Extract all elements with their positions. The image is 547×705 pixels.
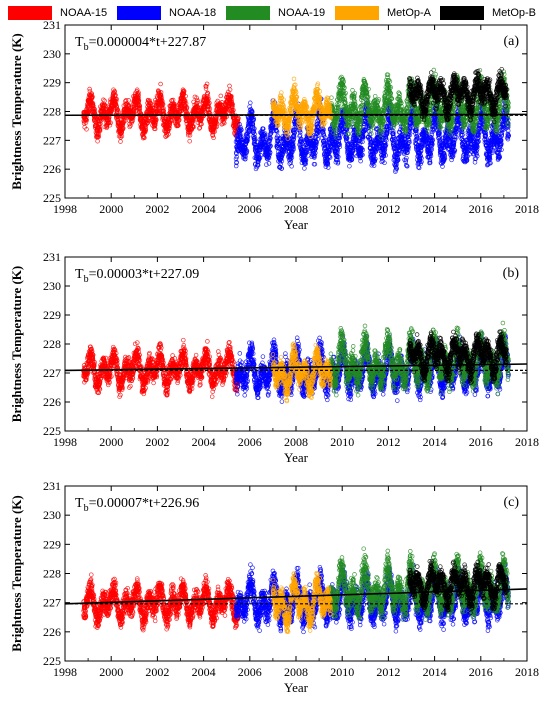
- data-point: [106, 116, 112, 122]
- legend-label-noaa15: NOAA-15: [60, 5, 107, 21]
- data-point: [128, 123, 133, 128]
- data-point: [95, 138, 100, 144]
- data-point: [289, 164, 294, 169]
- data-point: [83, 117, 89, 122]
- data-point: [84, 117, 90, 123]
- chart-panel-1: 1998 2000 2002 2004 2006 2008 2010 2012 2014 2016…: [9, 18, 539, 232]
- data-point: [98, 121, 103, 127]
- data-point: [90, 94, 95, 99]
- data-point: [119, 133, 125, 139]
- data-point: [248, 100, 253, 106]
- data-point: [227, 83, 232, 89]
- data-point: [347, 163, 352, 169]
- legend-swatch-noaa18: [117, 6, 161, 20]
- legend-swatch-noaa15: [8, 6, 52, 20]
- data-point: [84, 127, 89, 132]
- legend-label-metopb: MetOp-B: [492, 5, 536, 21]
- data-point: [114, 96, 119, 102]
- data-point: [90, 101, 96, 106]
- data-point: [96, 134, 102, 139]
- data-point: [113, 98, 119, 104]
- data-point: [302, 166, 307, 171]
- data-point: [187, 138, 192, 144]
- data-point: [120, 125, 125, 130]
- data-point: [97, 126, 103, 132]
- legend-swatch-metopb: [440, 6, 484, 20]
- data-point: [115, 107, 120, 112]
- data-point: [87, 86, 92, 92]
- data-point: [158, 81, 163, 87]
- data-point: [121, 126, 126, 131]
- data-point: [126, 98, 131, 103]
- data-point: [102, 102, 108, 108]
- data-point: [97, 128, 103, 134]
- data-point: [120, 122, 126, 128]
- data-point: [218, 93, 224, 99]
- legend-swatch-metopa: [335, 6, 379, 20]
- legend-label-metopa: MetOp-A: [387, 5, 431, 21]
- chart-legend: NOAA-15 NOAA-18 NOAA-19 MetOp-A MetOp-B: [0, 0, 547, 28]
- data-point: [107, 122, 113, 128]
- data-point: [118, 139, 123, 144]
- legend-label-noaa19: NOAA-19: [278, 5, 325, 21]
- legend-label-noaa18: NOAA-18: [169, 5, 216, 21]
- data-point: [101, 97, 106, 103]
- data-point: [102, 98, 107, 104]
- data-point: [108, 120, 113, 126]
- data-point: [86, 109, 91, 114]
- data-point: [111, 87, 116, 92]
- data-point: [92, 109, 98, 114]
- data-point: [115, 107, 121, 113]
- legend-swatch-noaa19: [226, 6, 270, 20]
- data-point: [123, 98, 129, 103]
- data-point: [83, 120, 89, 125]
- data-point: [113, 101, 119, 107]
- series-noaa-15: [81, 81, 241, 144]
